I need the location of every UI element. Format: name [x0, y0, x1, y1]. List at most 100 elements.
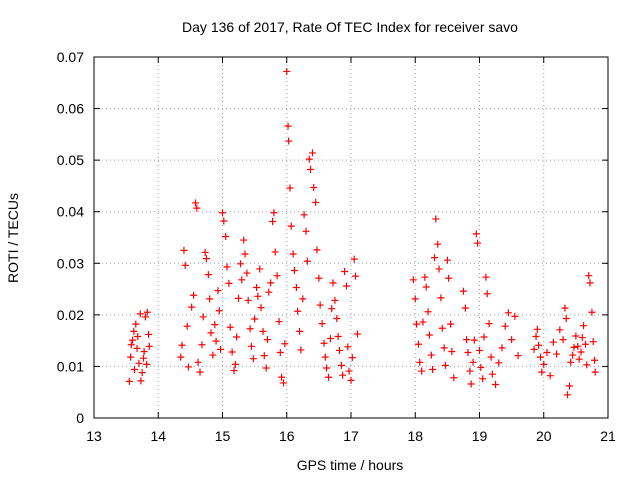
data-point [431, 254, 439, 262]
data-point [485, 320, 493, 328]
data-point [434, 240, 442, 248]
data-point [333, 314, 341, 322]
data-point [243, 269, 251, 277]
data-point [476, 346, 483, 354]
data-point [180, 246, 188, 254]
data-point [345, 367, 353, 375]
data-point [480, 333, 488, 341]
data-point [591, 356, 599, 364]
x-tick-label: 17 [343, 428, 359, 444]
data-point [464, 349, 472, 357]
data-point [135, 359, 143, 367]
data-point [305, 155, 313, 163]
y-tick-label: 0.03 [57, 255, 84, 271]
data-point [328, 305, 336, 313]
data-point [290, 267, 298, 275]
data-point [483, 290, 491, 298]
data-point [562, 314, 570, 322]
data-point [487, 353, 495, 361]
data-point [472, 230, 480, 238]
data-point [134, 333, 142, 341]
data-point [273, 272, 281, 280]
data-point [129, 336, 137, 344]
data-point [532, 333, 540, 341]
data-point [251, 315, 259, 323]
data-point [132, 320, 140, 328]
data-point [283, 67, 291, 75]
data-point [508, 336, 516, 344]
data-point [204, 271, 212, 279]
data-point [344, 343, 352, 351]
y-tick-label: 0.01 [57, 358, 84, 374]
data-point [482, 273, 490, 281]
data-point [543, 349, 551, 357]
data-point [488, 370, 496, 378]
data-point [421, 273, 429, 281]
data-point [259, 327, 267, 335]
data-point [553, 350, 561, 358]
data-point [514, 352, 522, 360]
data-point [275, 318, 283, 326]
data-point [589, 338, 597, 346]
data-point [141, 313, 149, 321]
data-point [443, 256, 451, 264]
y-tick-label: 0.04 [57, 204, 84, 220]
data-point [270, 209, 278, 217]
data-point [285, 137, 293, 145]
data-point [583, 361, 591, 369]
data-point [143, 360, 151, 368]
data-point [256, 265, 264, 273]
data-point [572, 332, 580, 340]
data-point [303, 257, 311, 265]
data-point [578, 334, 586, 342]
data-point [244, 296, 252, 304]
data-point [422, 283, 430, 291]
data-point [278, 373, 286, 381]
data-point [130, 327, 138, 335]
data-point [130, 366, 138, 374]
data-point [413, 320, 421, 328]
x-tick-label: 13 [86, 428, 102, 444]
data-point [577, 348, 585, 356]
data-point [267, 279, 275, 287]
data-point [280, 379, 288, 387]
data-point [262, 364, 270, 372]
data-point [199, 313, 207, 321]
data-point [249, 355, 257, 363]
data-point [302, 227, 310, 235]
data-point [253, 284, 261, 292]
data-point [424, 308, 432, 316]
y-tick-label: 0.02 [57, 307, 84, 323]
data-point [348, 354, 356, 362]
y-axis-label: ROTI / TECUs [5, 193, 21, 283]
data-point [416, 358, 424, 366]
data-point [140, 347, 148, 355]
data-point [192, 199, 200, 207]
data-point [287, 222, 295, 230]
data-point [538, 368, 546, 376]
data-point [231, 360, 239, 368]
data-point [323, 364, 331, 372]
y-tick-label: 0.07 [57, 49, 84, 65]
data-point [463, 336, 471, 344]
data-point [585, 272, 593, 280]
data-point [567, 358, 575, 366]
data-point [559, 336, 567, 344]
data-point [177, 353, 185, 361]
data-point [569, 351, 577, 359]
x-tick-label: 19 [472, 428, 488, 444]
data-point [300, 211, 308, 219]
data-point [202, 255, 210, 263]
data-point [201, 248, 209, 256]
data-point [461, 304, 469, 312]
data-point [198, 341, 206, 349]
data-point [580, 322, 588, 330]
data-point [233, 333, 241, 341]
data-point [535, 341, 543, 349]
data-point [409, 276, 417, 284]
data-point [223, 263, 231, 271]
data-point [196, 368, 204, 376]
data-point [504, 309, 512, 317]
data-point [591, 368, 599, 376]
y-tick-label: 0.06 [57, 101, 84, 117]
